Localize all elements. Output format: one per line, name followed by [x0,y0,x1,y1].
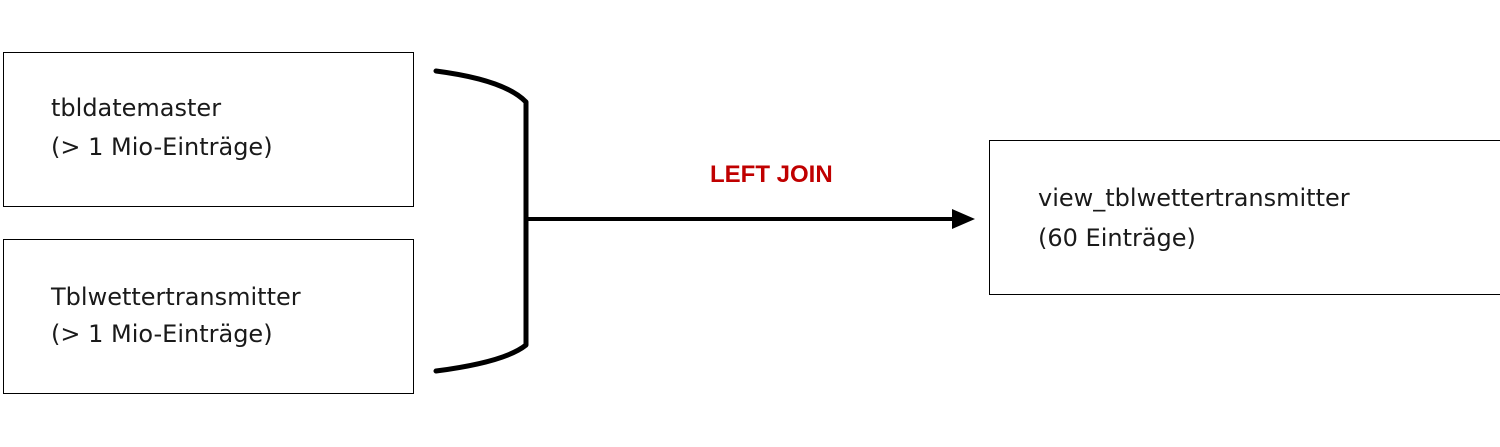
source-table-name: Tblwettertransmitter [51,283,301,311]
join-arrow-head [952,209,975,229]
result-view-name: view_tblwettertransmitter [1038,184,1350,212]
source-table-count: (> 1 Mio-Einträge) [51,320,273,348]
join-type-label: LEFT JOIN [710,161,833,188]
result-view-box: view_tblwettertransmitter (60 Einträge) [989,140,1500,295]
source-table-box-tbldatemaster: tbldatemaster (> 1 Mio-Einträge) [3,52,414,207]
merge-bracket [433,68,529,374]
source-table-name: tbldatemaster [51,94,222,122]
result-view-count: (60 Einträge) [1038,224,1196,252]
source-table-box-tblwettertransmitter: Tblwettertransmitter (> 1 Mio-Einträge) [3,239,414,394]
source-table-count: (> 1 Mio-Einträge) [51,133,273,161]
